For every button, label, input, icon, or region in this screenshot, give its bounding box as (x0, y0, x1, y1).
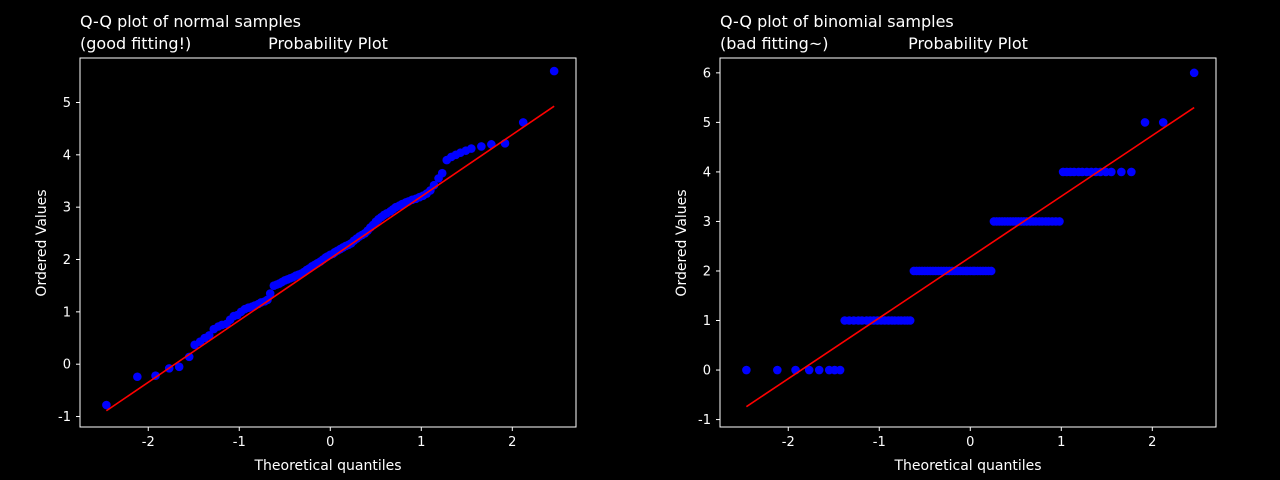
data-point (133, 372, 142, 382)
x-tick-label: 2 (1148, 435, 1156, 450)
y-tick-label: 3 (703, 215, 711, 230)
x-tick-label: -2 (142, 435, 155, 450)
fit-line (745, 106, 1195, 408)
fit-line (105, 105, 555, 412)
data-point (102, 400, 111, 410)
data-point (477, 142, 486, 151)
data-point (1107, 167, 1116, 177)
y-tick-label: 0 (63, 358, 71, 373)
y-tick-label: -1 (698, 413, 711, 428)
x-tick-label: 0 (326, 435, 334, 450)
data-point (518, 118, 528, 127)
chart-title-line2-left: (good fitting!) (80, 34, 191, 53)
data-point (1055, 217, 1064, 226)
data-point (265, 289, 275, 298)
x-axis-label: Theoretical quantiles (893, 458, 1041, 474)
data-point (1189, 68, 1199, 78)
x-tick-label: 2 (508, 435, 516, 450)
y-tick-label: 2 (703, 264, 711, 279)
y-tick-label: -1 (58, 410, 71, 425)
x-tick-label: -1 (873, 435, 886, 450)
plot-frame (79, 57, 577, 428)
chart-title-line1: Q-Q plot of binomial samples (720, 12, 954, 31)
plot-frame (719, 57, 1217, 428)
chart-title-line1: Q-Q plot of normal samples (80, 12, 301, 31)
y-axis-label: Ordered Values (34, 189, 50, 296)
data-point (905, 316, 915, 325)
y-tick-label: 1 (63, 305, 71, 320)
x-axis-label: Theoretical quantiles (253, 458, 401, 474)
x-tick-label: 0 (966, 435, 974, 450)
y-tick-label: 1 (703, 314, 711, 329)
y-tick-label: 0 (703, 364, 711, 379)
data-point (174, 362, 184, 372)
y-tick-label: 4 (63, 148, 71, 163)
y-tick-label: 6 (703, 66, 711, 81)
chart-title-line2-left: (bad fitting~) (720, 34, 828, 53)
data-point (814, 365, 824, 375)
x-tick-label: -1 (233, 435, 246, 450)
chart-title-line2-right: Probability Plot (908, 34, 1028, 53)
data-point (1140, 118, 1150, 127)
y-tick-label: 4 (703, 165, 711, 180)
data-point (835, 365, 845, 375)
data-point (1117, 167, 1126, 177)
data-point (1127, 167, 1136, 177)
data-point (184, 352, 194, 362)
data-point (986, 266, 996, 276)
y-tick-label: 5 (703, 116, 711, 131)
data-point (1158, 118, 1168, 127)
chart-title-line2-right: Probability Plot (268, 34, 388, 53)
binomial-qq-panel: Q-Q plot of binomial samples (bad fittin… (674, 12, 1217, 474)
normal-qq-panel: Q-Q plot of normal samples (good fitting… (34, 12, 577, 474)
data-point (437, 168, 447, 178)
y-tick-label: 3 (63, 201, 71, 216)
data-point (549, 66, 559, 76)
data-point (467, 144, 476, 153)
data-point (742, 365, 751, 375)
x-tick-label: 1 (417, 435, 425, 450)
data-point (773, 365, 782, 375)
y-tick-label: 5 (63, 96, 71, 111)
data-point (804, 365, 814, 375)
data-point (204, 331, 214, 340)
x-tick-label: -2 (782, 435, 795, 450)
y-tick-label: 2 (63, 253, 71, 268)
y-axis-label: Ordered Values (674, 189, 690, 296)
x-tick-label: 1 (1057, 435, 1065, 450)
